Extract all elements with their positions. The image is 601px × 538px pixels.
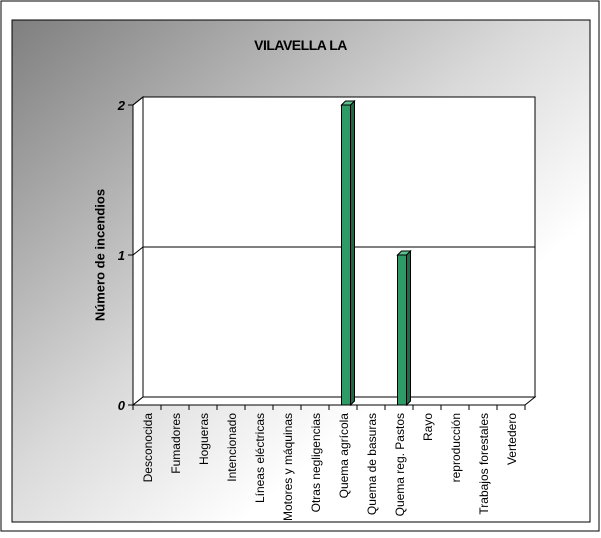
bar xyxy=(340,99,356,407)
bar-front xyxy=(397,254,407,406)
y-tick-label: 1 xyxy=(118,248,125,263)
bar-top xyxy=(340,100,356,106)
x-tick-label: Quema reg. Pastos xyxy=(393,413,407,516)
gridline xyxy=(132,246,535,256)
x-tick-label: Desconocida xyxy=(141,413,155,483)
chart-title: VILAVELLA LA xyxy=(254,37,347,53)
x-tick-label: Vertedero xyxy=(505,413,519,465)
x-tick-label: Intencionado xyxy=(225,413,239,482)
bar-front xyxy=(341,104,351,406)
bar-side xyxy=(350,99,355,407)
y-tick-label: 0 xyxy=(118,398,126,413)
x-tick-label: reproducción xyxy=(449,413,463,482)
y-axis-label: Número de incendios xyxy=(92,188,108,322)
x-tick-label: Fumadores xyxy=(169,413,183,474)
bar-side xyxy=(406,249,411,407)
x-tick-label: Líneas eléctricas xyxy=(253,413,267,503)
x-tick-label: Motores y máquinas xyxy=(281,413,295,521)
x-tick-label: Otras negligencias xyxy=(309,413,323,512)
x-tick-label: Rayo xyxy=(421,413,435,441)
x-tick-label: Quema de basuras xyxy=(365,413,379,515)
x-tick-label: Trabajos forestales xyxy=(477,413,491,515)
gridline xyxy=(132,96,535,106)
bar xyxy=(396,249,412,407)
x-tick-label: Quema agrícola xyxy=(337,413,351,499)
bar-top xyxy=(396,250,412,256)
x-tick-label: Hogueras xyxy=(197,413,211,465)
y-tick-label: 2 xyxy=(117,98,126,113)
plot-floor xyxy=(131,396,537,406)
